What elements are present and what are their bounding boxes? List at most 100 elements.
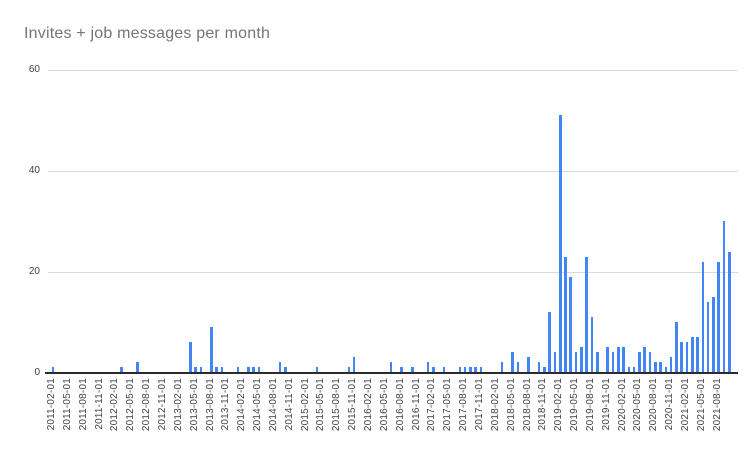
bar[interactable] (458, 367, 462, 373)
y-axis-tick-label: 40 (28, 164, 40, 176)
bar[interactable] (463, 367, 467, 373)
x-axis-tick-label: 2017-02-01 (426, 378, 438, 432)
x-axis-tick-label: 2016-02-01 (363, 378, 375, 432)
bar[interactable] (210, 327, 213, 373)
x-axis-tick-label: 2013-02-01 (172, 378, 184, 432)
x-axis-tick-label: 2014-11-01 (283, 378, 295, 431)
bar[interactable] (680, 342, 684, 373)
y-axis-tick-label: 60 (28, 64, 40, 75)
bar[interactable] (252, 367, 256, 373)
bar[interactable] (717, 261, 721, 373)
bar[interactable] (669, 357, 673, 373)
bar[interactable] (664, 367, 668, 373)
bar[interactable] (220, 367, 224, 373)
bar[interactable] (622, 347, 625, 373)
x-axis-tick-label: 2018-05-01 (505, 378, 517, 432)
x-axis-tick-label: 2014-05-01 (252, 378, 264, 432)
x-axis-tick-label: 2021-02-01 (680, 378, 692, 432)
bar[interactable] (389, 362, 393, 373)
x-axis-tick-label: 2020-02-01 (616, 378, 628, 432)
bar[interactable] (194, 367, 197, 373)
x-axis-tick-label: 2016-11-01 (410, 378, 422, 431)
bar[interactable] (643, 347, 647, 373)
bar[interactable] (632, 367, 636, 373)
bar[interactable] (722, 221, 726, 373)
y-axis-tick-label: 20 (28, 265, 40, 277)
bar[interactable] (347, 367, 351, 373)
bar[interactable] (315, 367, 319, 373)
bar[interactable] (51, 367, 55, 373)
bar[interactable] (585, 256, 588, 373)
bar[interactable] (659, 362, 662, 373)
x-axis-tick-label: 2018-02-01 (489, 378, 501, 432)
x-axis-tick-label: 2021-08-01 (711, 378, 723, 432)
bar[interactable] (400, 367, 403, 373)
bar[interactable] (627, 367, 631, 373)
gridline (48, 271, 738, 273)
x-axis-tick-label: 2020-08-01 (648, 378, 660, 432)
bar[interactable] (511, 352, 514, 373)
y-axis-tick-label: 0 (34, 366, 40, 378)
x-axis-tick-label: 2011-11-01 (93, 378, 105, 430)
bar[interactable] (189, 342, 192, 373)
bar[interactable] (278, 362, 282, 373)
bar[interactable] (685, 342, 689, 373)
x-axis-tick-label: 2019-08-01 (584, 378, 596, 432)
bar[interactable] (236, 367, 240, 373)
bar[interactable] (696, 337, 699, 373)
x-axis-tick-label: 2018-08-01 (521, 378, 533, 432)
bar[interactable] (701, 261, 705, 373)
x-axis-tick-label: 2014-02-01 (236, 378, 248, 432)
x-axis-tick-label: 2012-11-01 (156, 378, 168, 431)
x-axis-tick-label: 2020-11-01 (664, 378, 676, 431)
bar[interactable] (638, 352, 641, 373)
bar[interactable] (611, 352, 615, 373)
bar[interactable] (410, 367, 414, 373)
chart-title: Invites + job messages per month (24, 25, 271, 42)
bar[interactable] (120, 367, 123, 373)
bar[interactable] (654, 362, 657, 373)
bar[interactable] (136, 362, 139, 373)
bar[interactable] (548, 312, 551, 373)
bar[interactable] (247, 367, 250, 373)
bar[interactable] (558, 115, 562, 373)
bar[interactable] (257, 367, 261, 373)
bar[interactable] (691, 337, 694, 373)
x-axis-tick-label: 2012-05-01 (125, 378, 137, 432)
bar[interactable] (352, 357, 356, 373)
bar[interactable] (527, 357, 530, 373)
x-axis-tick-label: 2017-05-01 (442, 378, 454, 432)
x-axis-tick-label: 2018-11-01 (537, 378, 549, 431)
bar[interactable] (648, 352, 652, 373)
x-axis-tick-label: 2015-08-01 (331, 378, 343, 432)
bar[interactable] (553, 352, 557, 373)
bar[interactable] (479, 367, 483, 373)
bar[interactable] (728, 251, 731, 373)
x-axis-tick-label: 2012-02-01 (109, 378, 121, 432)
bar[interactable] (469, 367, 472, 373)
bar[interactable] (595, 352, 599, 373)
bar[interactable] (516, 362, 520, 373)
bar[interactable] (590, 317, 594, 373)
bar[interactable] (442, 367, 446, 373)
bar[interactable] (617, 347, 620, 373)
bar[interactable] (569, 276, 573, 373)
bar[interactable] (574, 352, 578, 373)
bar[interactable] (706, 301, 710, 373)
bar[interactable] (537, 362, 541, 373)
bar[interactable] (432, 367, 435, 373)
bar[interactable] (199, 367, 203, 373)
bar[interactable] (580, 347, 583, 373)
bar[interactable] (712, 296, 715, 373)
bar[interactable] (543, 367, 546, 373)
bar[interactable] (606, 347, 610, 373)
bar[interactable] (675, 322, 678, 373)
bar[interactable] (426, 362, 430, 373)
bar[interactable] (564, 256, 567, 373)
bar[interactable] (284, 367, 287, 373)
x-axis-tick-label: 2019-11-01 (600, 378, 612, 431)
bar[interactable] (500, 362, 504, 373)
bar[interactable] (215, 367, 219, 373)
bar[interactable] (474, 367, 477, 373)
